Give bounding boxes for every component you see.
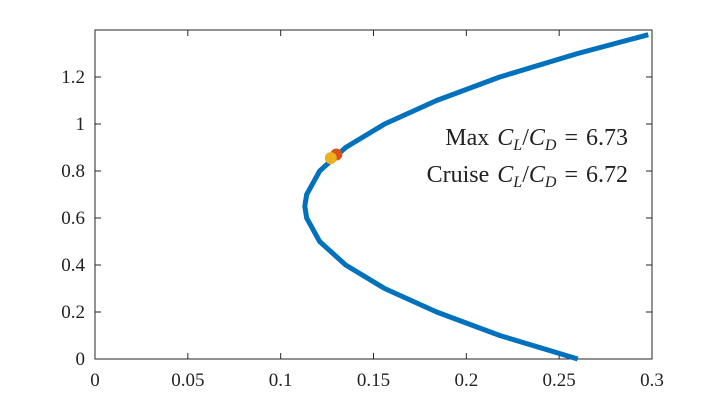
curve — [302, 32, 649, 362]
y-tick-label: 0.8 — [61, 161, 85, 182]
x-tick-label: 0.2 — [454, 370, 478, 391]
y-tick-label: 0.4 — [61, 255, 85, 276]
annotation-symbol: / — [522, 125, 529, 151]
y-tick-label: 1.2 — [61, 67, 85, 88]
annotation-label: Cruise — [427, 162, 490, 188]
annotation-symbol: / — [522, 162, 529, 188]
x-tick-label: 0 — [90, 370, 100, 391]
annotation-symbol: = — [564, 125, 578, 151]
annotation-symbol: C — [529, 162, 546, 188]
x-tick-label: 0.25 — [543, 370, 576, 391]
annotation-symbol: = — [564, 162, 578, 188]
y-tick-label: 1 — [76, 114, 86, 135]
x-tick-label: 0.3 — [640, 370, 664, 391]
point-marker — [324, 152, 337, 165]
annotation-symbol: C — [529, 125, 546, 151]
annotation-symbol: D — [544, 174, 557, 191]
annotation: Max CL/CD = 6.73 — [445, 125, 628, 154]
annotation: Cruise CL/CD = 6.72 — [427, 162, 628, 191]
y-tick-label: 0.2 — [61, 302, 85, 323]
y-tick-label: 0 — [76, 349, 86, 370]
annotation-symbol: C — [497, 162, 514, 188]
annotation-symbol: L — [512, 137, 522, 154]
annotation-label: Max — [445, 125, 489, 151]
x-tick-label: 0.15 — [357, 370, 390, 391]
plot-frame — [94, 29, 653, 360]
x-tick-label: 0.05 — [171, 370, 204, 391]
annotation-symbol: D — [544, 137, 557, 154]
y-tick-label: 0.6 — [61, 208, 85, 229]
annotation-symbol: C — [497, 125, 514, 151]
annotation-value: 6.73 — [586, 125, 628, 151]
x-tick-label: 0.1 — [269, 370, 293, 391]
annotation-symbol: L — [512, 174, 522, 191]
annotation-value: 6.72 — [586, 162, 628, 188]
